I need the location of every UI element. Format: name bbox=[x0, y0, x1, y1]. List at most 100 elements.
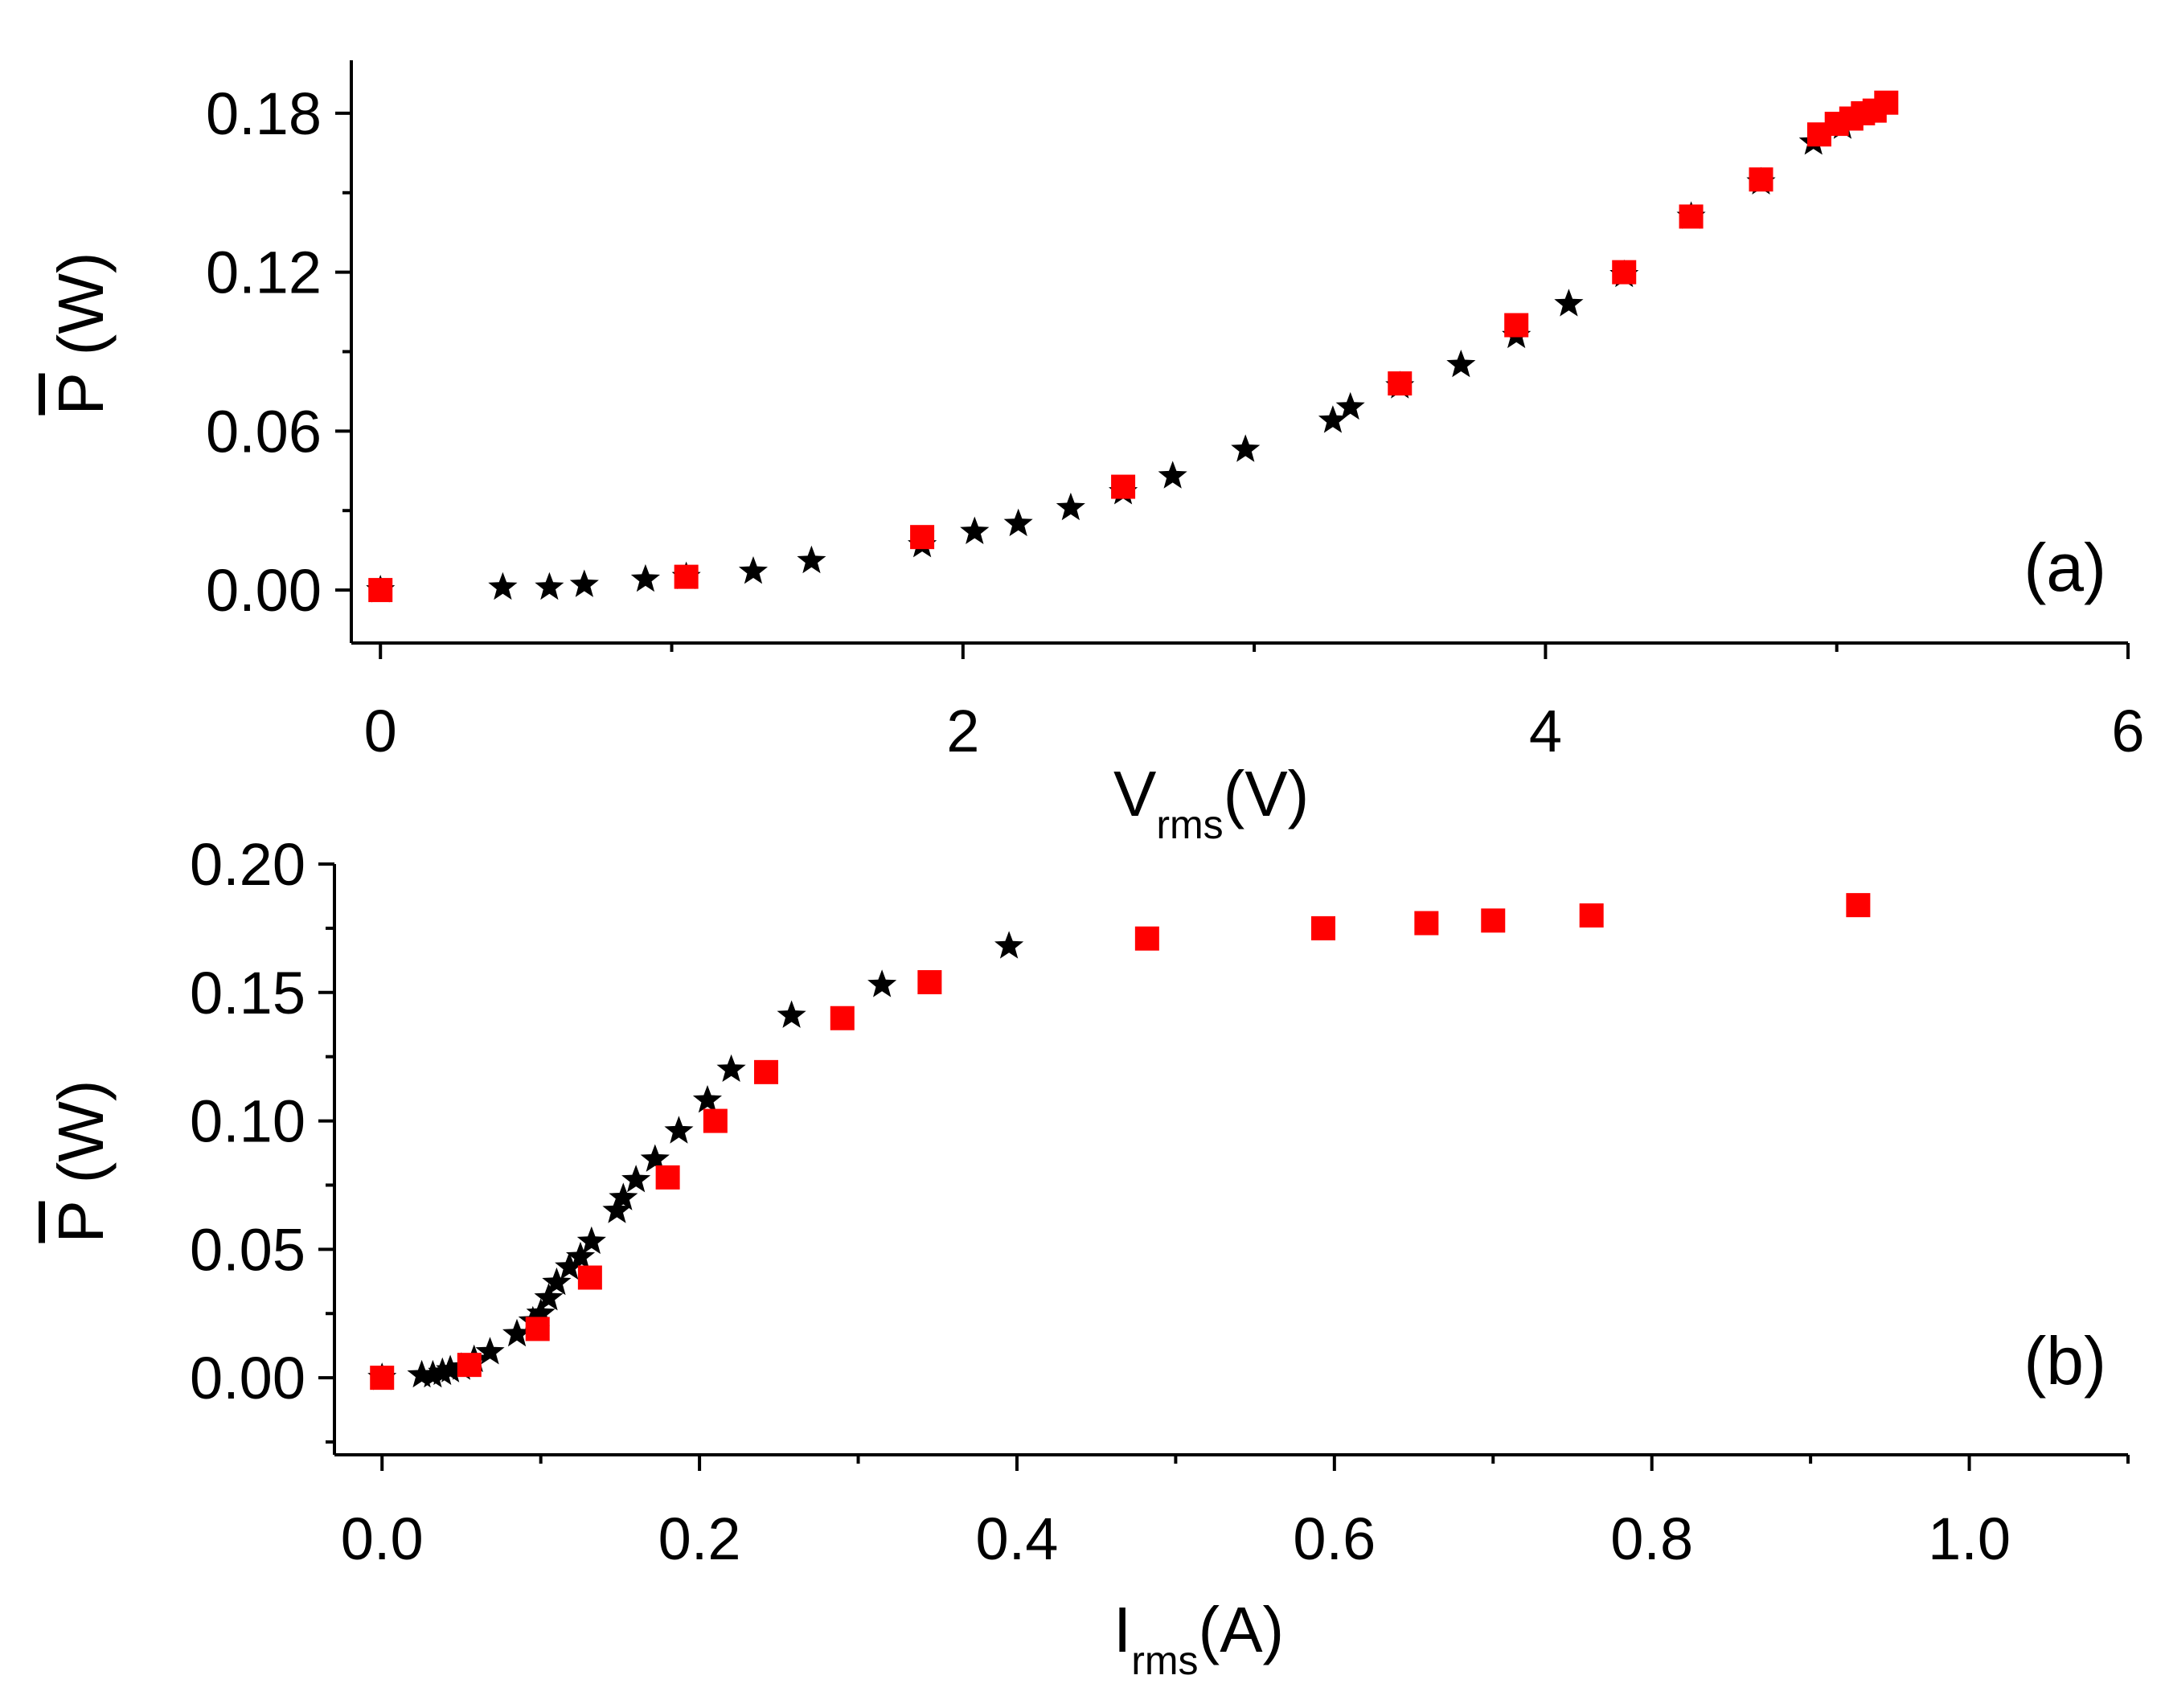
panel-b-current-chart: 0.0 0.2 0.4 0.6 0.8 1.0 0.00 0.05 0.10 0.15 0.20 (… bbox=[45, 831, 2130, 1683]
panel-b-star-point bbox=[502, 1318, 532, 1347]
panel-a-square-point bbox=[1111, 474, 1136, 499]
panel-b-star-point bbox=[664, 1116, 694, 1144]
panel-a-square-point bbox=[1749, 167, 1773, 192]
panel-a-label: (a) bbox=[2024, 530, 2106, 605]
panel-b-square-point bbox=[830, 1006, 855, 1030]
panel-b-square-point bbox=[577, 1265, 602, 1290]
panel-a-square-point bbox=[368, 578, 393, 603]
panel-b-ticks: 0.0 0.2 0.4 0.6 0.8 1.0 0.00 0.05 0.10 0.15 0.20 bbox=[190, 831, 2130, 1572]
panel-b-star-point bbox=[602, 1195, 632, 1223]
panel-b-y-axis-title: P (W) bbox=[45, 1080, 117, 1243]
panel-b-x-tick-label: 1.0 bbox=[1928, 1505, 2011, 1572]
panel-a-y-tick-label: 0.12 bbox=[206, 240, 322, 306]
panel-b-square-point bbox=[370, 1366, 395, 1391]
panel-a-star-point bbox=[1003, 508, 1033, 537]
panel-a-x-axis-title: Vrms(V) bbox=[1113, 758, 1309, 847]
panel-b-star-point bbox=[534, 1283, 564, 1311]
panel-a-star-point bbox=[1446, 350, 1476, 378]
panel-b-square-point bbox=[1414, 911, 1439, 936]
panel-b-square-point bbox=[457, 1353, 482, 1378]
panel-b-square-point bbox=[655, 1165, 680, 1190]
panel-b-data-points bbox=[367, 893, 1871, 1391]
panel-b-y-title-main: P bbox=[45, 1202, 117, 1243]
panel-a-square-point bbox=[1679, 204, 1704, 229]
panel-b-square-point bbox=[1846, 893, 1871, 918]
panel-a-x-tick-label: 2 bbox=[946, 698, 979, 764]
panel-b-star-point bbox=[555, 1251, 584, 1280]
panel-a-x-title-subscript: rms bbox=[1156, 802, 1223, 847]
panel-a-square-point bbox=[1612, 260, 1637, 285]
panel-b-x-tick-label: 0.4 bbox=[976, 1505, 1059, 1572]
panel-a-x-tick-label: 6 bbox=[2111, 698, 2144, 764]
panel-a-x-tick-label: 0 bbox=[364, 698, 397, 764]
panel-b-square-point bbox=[1579, 903, 1604, 928]
panel-b-x-title-main: I bbox=[1113, 1594, 1131, 1665]
panel-b-square-point bbox=[525, 1317, 550, 1341]
panel-b-x-tick-label: 0.2 bbox=[658, 1505, 741, 1572]
panel-b-x-title-unit: (A) bbox=[1199, 1594, 1285, 1665]
panel-b-square-point bbox=[703, 1108, 728, 1133]
panel-a-star-point bbox=[1318, 405, 1347, 433]
panel-b-star-point bbox=[566, 1241, 596, 1270]
panel-b-y-tick-label: 0.15 bbox=[190, 960, 305, 1026]
panel-b-y-title-unit: (W) bbox=[45, 1080, 117, 1202]
panel-a-square-point bbox=[1388, 371, 1413, 396]
panel-b-star-point bbox=[407, 1359, 437, 1388]
panel-a-star-point bbox=[1056, 492, 1085, 521]
panel-b-square-point bbox=[917, 970, 942, 994]
panel-a-x-title-unit: (V) bbox=[1224, 758, 1310, 829]
panel-a-square-point bbox=[674, 564, 699, 589]
panel-b-star-point bbox=[526, 1298, 556, 1326]
panel-b-label: (b) bbox=[2024, 1323, 2106, 1399]
panel-a-star-point bbox=[1554, 289, 1584, 317]
panel-b-star-point bbox=[475, 1337, 505, 1365]
panel-a-y-tick-label: 0.18 bbox=[206, 80, 322, 147]
panel-a-y-tick-label: 0.00 bbox=[206, 557, 322, 624]
panel-a-star-point bbox=[738, 556, 768, 584]
panel-a-star-point bbox=[1158, 461, 1187, 489]
panel-b-star-point bbox=[867, 969, 897, 997]
panel-a-y-title-main: P bbox=[45, 374, 117, 416]
panel-a-star-point bbox=[797, 545, 826, 574]
panel-a-star-point bbox=[630, 563, 660, 592]
panel-a-star-point bbox=[1335, 391, 1365, 420]
panel-b-square-point bbox=[754, 1059, 779, 1084]
panel-b-x-axis-title: Irms(A) bbox=[1113, 1594, 1284, 1683]
panel-b-star-point bbox=[542, 1267, 572, 1296]
panel-b-x-title-subscript: rms bbox=[1131, 1638, 1198, 1683]
panel-a-y-axis-title: P (W) bbox=[45, 252, 117, 416]
panel-b-star-point bbox=[428, 1357, 457, 1386]
panel-b-star-point bbox=[436, 1354, 465, 1382]
panel-b-star-point bbox=[692, 1085, 722, 1113]
panel-a-star-point bbox=[569, 569, 599, 597]
panel-b-square-point bbox=[1481, 908, 1506, 933]
panel-a-ticks: 0 2 4 6 0.00 0.06 0.12 0.18 bbox=[206, 80, 2145, 764]
panel-b-y-tick-label: 0.00 bbox=[190, 1345, 305, 1411]
panel-a-data-points bbox=[366, 90, 1899, 603]
panel-a-star-point bbox=[1231, 434, 1261, 462]
panel-a-star-point bbox=[535, 571, 564, 600]
panel-a-square-point bbox=[1874, 90, 1899, 115]
panel-b-x-tick-label: 0.8 bbox=[1610, 1505, 1693, 1572]
panel-b-square-point bbox=[1134, 926, 1159, 951]
panel-b-y-tick-label: 0.20 bbox=[190, 831, 305, 898]
panel-a-y-tick-label: 0.06 bbox=[206, 398, 322, 465]
panel-b-y-tick-label: 0.10 bbox=[190, 1088, 305, 1155]
panel-a-square-point bbox=[910, 525, 935, 550]
panel-b-star-point bbox=[576, 1226, 606, 1255]
panel-b-star-point bbox=[418, 1359, 448, 1388]
panel-a-y-title-unit: (W) bbox=[45, 252, 117, 374]
panel-b-star-point bbox=[994, 931, 1024, 959]
panel-a-star-point bbox=[488, 571, 518, 600]
panel-b-star-point bbox=[777, 1000, 806, 1028]
panel-b-star-point bbox=[609, 1182, 638, 1210]
panel-b-square-point bbox=[1311, 915, 1336, 940]
panel-b-y-tick-label: 0.05 bbox=[190, 1216, 305, 1283]
panel-b-star-point bbox=[716, 1054, 746, 1082]
panel-a-x-title-main: V bbox=[1113, 758, 1157, 829]
panel-a-voltage-chart: 0 2 4 6 0.00 0.06 0.12 0.18 (a) Vrms(V) P (W) bbox=[45, 60, 2145, 847]
panel-a-square-point bbox=[1504, 313, 1529, 338]
panel-b-star-point bbox=[640, 1144, 670, 1172]
panel-b-x-tick-label: 0.6 bbox=[1293, 1505, 1376, 1572]
